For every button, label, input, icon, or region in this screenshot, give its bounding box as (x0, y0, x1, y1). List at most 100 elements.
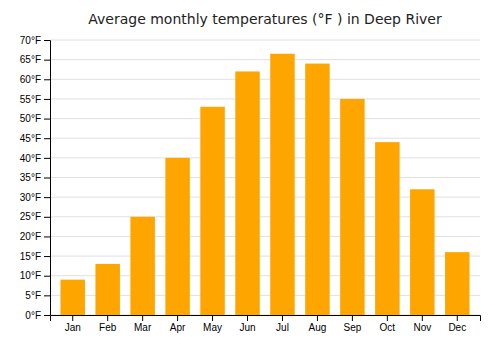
x-tick-mark (422, 315, 423, 321)
y-tick-mark (44, 178, 50, 179)
y-tick-mark (44, 138, 50, 139)
y-tick: 5°F (25, 290, 50, 301)
y-tick-label: 20°F (20, 231, 41, 242)
y-tick-label: 15°F (20, 251, 41, 262)
y-tick: 50°F (20, 113, 50, 124)
y-tick: 40°F (20, 153, 50, 164)
y-tick-mark (44, 60, 50, 61)
y-tick: 10°F (20, 270, 50, 281)
y-tick: 65°F (20, 54, 50, 65)
x-tick-mark (317, 315, 318, 321)
bar (305, 64, 329, 315)
x-tick: Nov (413, 315, 431, 333)
y-tick-mark (44, 256, 50, 257)
y-tick: 45°F (20, 133, 50, 144)
x-tick: Aug (309, 315, 327, 333)
x-tick-mark (352, 315, 353, 321)
bar (235, 71, 259, 315)
x-tick-mark (72, 315, 73, 321)
bar (95, 264, 119, 315)
y-tick-mark (44, 119, 50, 120)
bar (130, 217, 154, 315)
y-tick-label: 30°F (20, 192, 41, 203)
y-tick-mark (44, 295, 50, 296)
x-tick: Jun (239, 315, 255, 333)
y-tick-label: 25°F (20, 211, 41, 222)
x-tick-label: May (203, 322, 222, 333)
y-axis: 0°F5°F10°F15°F20°F25°F30°F35°F40°F45°F50… (20, 35, 51, 321)
y-tick-label: 60°F (20, 74, 41, 85)
x-tick-label: Aug (309, 322, 327, 333)
chart: Jan Feb Mar Apr May Jun Jul Aug Sep Oct Nov Dec 0°F 5… (0, 0, 500, 350)
x-tick-label: Jan (65, 322, 81, 333)
y-tick: 70°F (20, 35, 50, 46)
bar (445, 252, 469, 315)
x-tick-mark (107, 315, 108, 321)
y-tick: 55°F (20, 94, 50, 105)
x-tick: May (203, 315, 222, 333)
y-tick-mark (44, 197, 50, 198)
grid-line (50, 40, 480, 41)
y-tick-label: 55°F (20, 94, 41, 105)
bar (340, 99, 364, 315)
y-tick-label: 40°F (20, 153, 41, 164)
y-tick-label: 5°F (25, 290, 41, 301)
grid-line (50, 59, 480, 60)
y-tick-label: 65°F (20, 54, 41, 65)
y-tick-mark (44, 79, 50, 80)
grid-line (50, 138, 480, 139)
grid-line (50, 79, 480, 80)
x-tick-label: Sep (343, 322, 361, 333)
x-tick-mark (282, 315, 283, 321)
y-tick-mark (44, 217, 50, 218)
x-tick-mark (247, 315, 248, 321)
y-tick: 30°F (20, 192, 50, 203)
x-tick-label: Jul (276, 322, 289, 333)
y-tick: 20°F (20, 231, 50, 242)
y-tick-label: 10°F (20, 270, 41, 281)
y-tick: 15°F (20, 251, 50, 262)
plot: Jan Feb Mar Apr May Jun Jul Aug Sep Oct Nov Dec 0°F 5… (20, 35, 481, 333)
y-tick-label: 45°F (20, 133, 41, 144)
x-axis-line (51, 316, 481, 322)
x-tick-mark (177, 315, 178, 321)
x-tick-mark (212, 315, 213, 321)
x-tick-mark (387, 315, 388, 321)
bars (60, 54, 469, 315)
grid-line (50, 98, 480, 99)
y-tick-mark (44, 236, 50, 237)
bar (375, 142, 399, 315)
x-tick: Sep (343, 315, 361, 333)
x-tick-label: Mar (134, 322, 152, 333)
y-tick-label: 50°F (20, 113, 41, 124)
x-tick-label: Apr (170, 322, 186, 333)
x-tick: Jan (65, 315, 81, 333)
y-tick-mark (44, 99, 50, 100)
bar (60, 280, 84, 315)
y-tick: 25°F (20, 211, 50, 222)
bar (270, 54, 294, 315)
y-tick: 60°F (20, 74, 50, 85)
y-tick-mark (44, 40, 50, 41)
x-tick-label: Feb (99, 322, 117, 333)
grid-line (50, 177, 480, 178)
x-tick: Mar (134, 315, 152, 333)
grid-line (50, 157, 480, 158)
y-tick-mark (44, 276, 50, 277)
y-tick-label: 0°F (25, 310, 41, 321)
grid-line (50, 118, 480, 119)
x-tick: Apr (170, 315, 186, 333)
x-tick: Dec (448, 315, 466, 333)
x-tick-mark (142, 315, 143, 321)
y-tick: 0°F (25, 310, 50, 321)
x-axis: Jan Feb Mar Apr May Jun Jul Aug Sep Oct Nov Dec (51, 315, 481, 333)
x-tick-label: Nov (413, 322, 431, 333)
bar (410, 189, 434, 315)
x-tick: Jul (276, 315, 289, 333)
y-tick-mark (44, 158, 50, 159)
grid (50, 40, 480, 315)
bar (165, 158, 189, 315)
x-tick-mark (457, 315, 458, 321)
x-tick: Feb (99, 315, 117, 333)
x-tick-label: Oct (380, 322, 396, 333)
